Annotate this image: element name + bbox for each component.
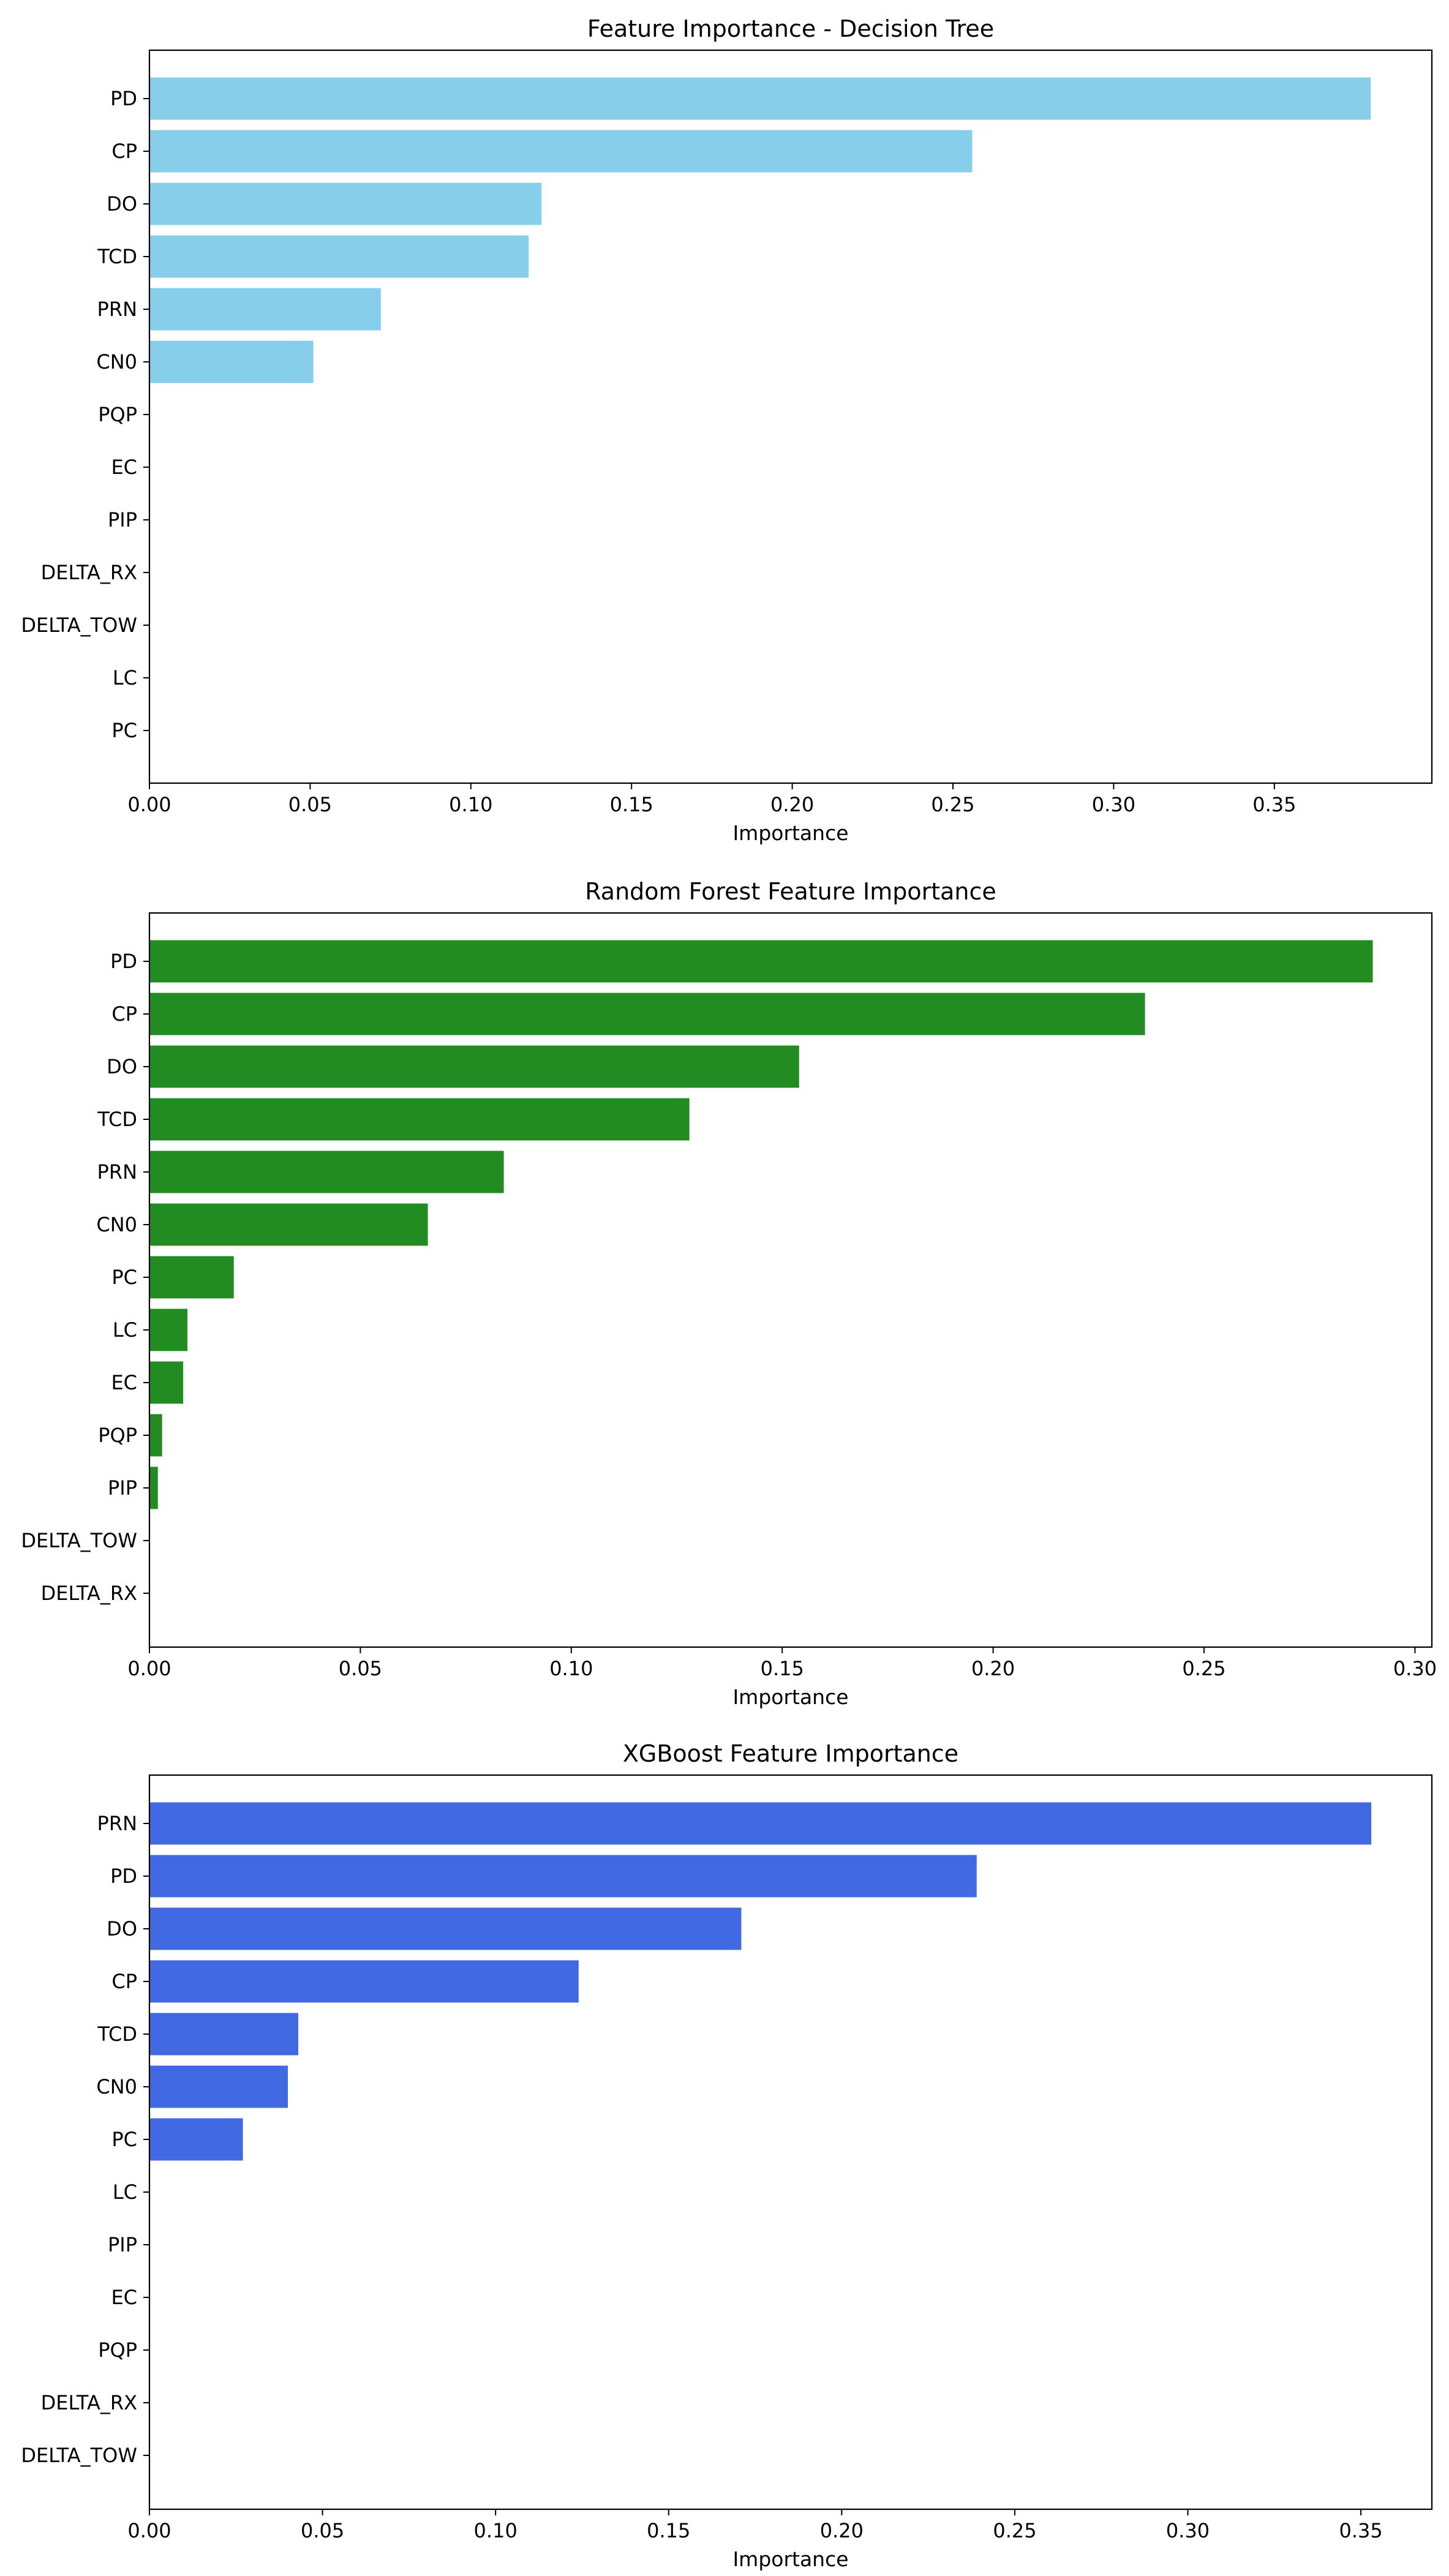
bar-cn0	[149, 340, 314, 383]
chart-2: Random Forest Feature Importance PD CP DO TC…	[21, 878, 1437, 1709]
y-tick-label: LC	[113, 1318, 137, 1342]
x-tick-label: 0.25	[931, 793, 974, 816]
y-tick-label: CP	[111, 1970, 137, 1993]
x-tick-label: 0.10	[449, 793, 492, 816]
y-tick-label: CP	[111, 140, 137, 163]
bar-tcd	[149, 235, 529, 278]
y-tick-label: PIP	[108, 508, 137, 531]
x-tick-label: 0.30	[1393, 1657, 1437, 1680]
bar-cn0	[149, 1203, 428, 1246]
bar-cp	[149, 130, 973, 173]
x-tick-label: 0.10	[474, 2519, 518, 2542]
x-tick-label: 0.20	[971, 1657, 1015, 1680]
y-tick-label: DELTA_TOW	[21, 2444, 137, 2467]
y-tick-label: DELTA_RX	[41, 2391, 137, 2414]
y-tick-label: DELTA_TOW	[21, 614, 137, 637]
bar-do	[149, 1907, 742, 1950]
y-tick-label: CN0	[96, 2075, 137, 2098]
x-axis-label: Importance	[732, 2547, 848, 2571]
bar-prn	[149, 1151, 504, 1193]
x-tick-label: 0.15	[761, 1657, 804, 1680]
chart-title: XGBoost Feature Importance	[623, 1740, 958, 1767]
bar-cn0	[149, 2065, 288, 2108]
y-tick-label: PD	[110, 1864, 137, 1888]
y-tick-label: TCD	[97, 245, 137, 268]
bar-pd	[149, 77, 1371, 120]
x-tick-label: 0.00	[127, 2519, 171, 2542]
y-tick-label: PIP	[108, 1476, 137, 1500]
y-tick-label: PC	[111, 719, 137, 742]
x-tick-label: 0.30	[1092, 793, 1135, 816]
y-tick-label: PIP	[108, 2233, 137, 2256]
y-tick-label: TCD	[97, 1108, 137, 1131]
y-tick-label: PD	[110, 950, 137, 973]
x-axis-label: Importance	[732, 1685, 848, 1709]
chart-title: Random Forest Feature Importance	[585, 878, 996, 905]
y-tick-label: LC	[113, 666, 137, 689]
y-tick-label: CN0	[96, 350, 137, 374]
bar-pd	[149, 1855, 977, 1898]
y-tick-label: CP	[111, 1002, 137, 1026]
y-tick-label: DO	[107, 192, 137, 216]
y-tick-label: EC	[111, 1371, 137, 1394]
y-tick-label: DO	[107, 1055, 137, 1078]
bar-pd	[149, 940, 1373, 983]
x-tick-label: 0.15	[647, 2519, 690, 2542]
x-tick-label: 0.10	[549, 1657, 593, 1680]
x-axis-label: Importance	[732, 821, 848, 845]
x-tick-label: 0.20	[770, 793, 814, 816]
bar-cp	[149, 1960, 579, 2003]
y-tick-label: PQP	[98, 1424, 137, 1447]
bar-pc	[149, 2118, 243, 2161]
y-tick-label: DELTA_RX	[41, 561, 137, 584]
x-tick-label: 0.05	[301, 2519, 344, 2542]
chart-1: Feature Importance - Decision Tree PD CP DO…	[21, 15, 1433, 845]
y-tick-label: PD	[110, 87, 137, 110]
bar-tcd	[149, 1098, 690, 1141]
y-tick-label: DELTA_TOW	[21, 1529, 137, 1552]
y-tick-label: PRN	[97, 1160, 137, 1184]
bar-prn	[149, 288, 381, 331]
axes-frame	[148, 912, 1433, 1648]
y-tick-label: EC	[111, 456, 137, 479]
axes-frame	[148, 1774, 1433, 2510]
y-tick-label: PRN	[97, 298, 137, 321]
x-tick-label: 0.15	[610, 793, 653, 816]
y-tick-label: PQP	[98, 403, 137, 426]
x-tick-label: 0.25	[993, 2519, 1036, 2542]
y-tick-label: PC	[111, 2128, 137, 2151]
bar-do	[149, 1045, 799, 1088]
bar-ec	[149, 1361, 184, 1404]
chart-title: Feature Importance - Decision Tree	[587, 15, 994, 42]
y-tick-label: DO	[107, 1917, 137, 1940]
x-tick-label: 0.35	[1252, 793, 1296, 816]
bar-pc	[149, 1256, 234, 1299]
y-tick-label: CN0	[96, 1213, 137, 1236]
axes-frame	[148, 49, 1433, 784]
bar-pip	[149, 1466, 158, 1509]
bar-lc	[149, 1309, 187, 1351]
chart-3: XGBoost Feature Importance PRN PD DO CP TCD CN…	[21, 1740, 1433, 2571]
bar-cp	[149, 993, 1145, 1035]
x-tick-label: 0.30	[1166, 2519, 1210, 2542]
x-tick-label: 0.20	[820, 2519, 864, 2542]
bar-pqp	[149, 1414, 162, 1457]
y-tick-label: PQP	[98, 2338, 137, 2362]
bar-do	[149, 182, 542, 225]
y-tick-label: EC	[111, 2286, 137, 2309]
y-tick-label: DELTA_RX	[41, 1582, 137, 1605]
x-tick-label: 0.00	[127, 1657, 171, 1680]
y-tick-label: PRN	[97, 1812, 137, 1835]
x-tick-label: 0.05	[339, 1657, 382, 1680]
y-tick-label: TCD	[97, 2022, 137, 2046]
x-tick-label: 0.25	[1182, 1657, 1225, 1680]
bar-tcd	[149, 2013, 299, 2056]
bar-prn	[149, 1802, 1372, 1845]
x-tick-label: 0.05	[288, 793, 332, 816]
y-tick-label: LC	[113, 2180, 137, 2204]
x-tick-label: 0.35	[1339, 2519, 1383, 2542]
y-tick-label: PC	[111, 1266, 137, 1289]
x-tick-label: 0.00	[127, 793, 171, 816]
